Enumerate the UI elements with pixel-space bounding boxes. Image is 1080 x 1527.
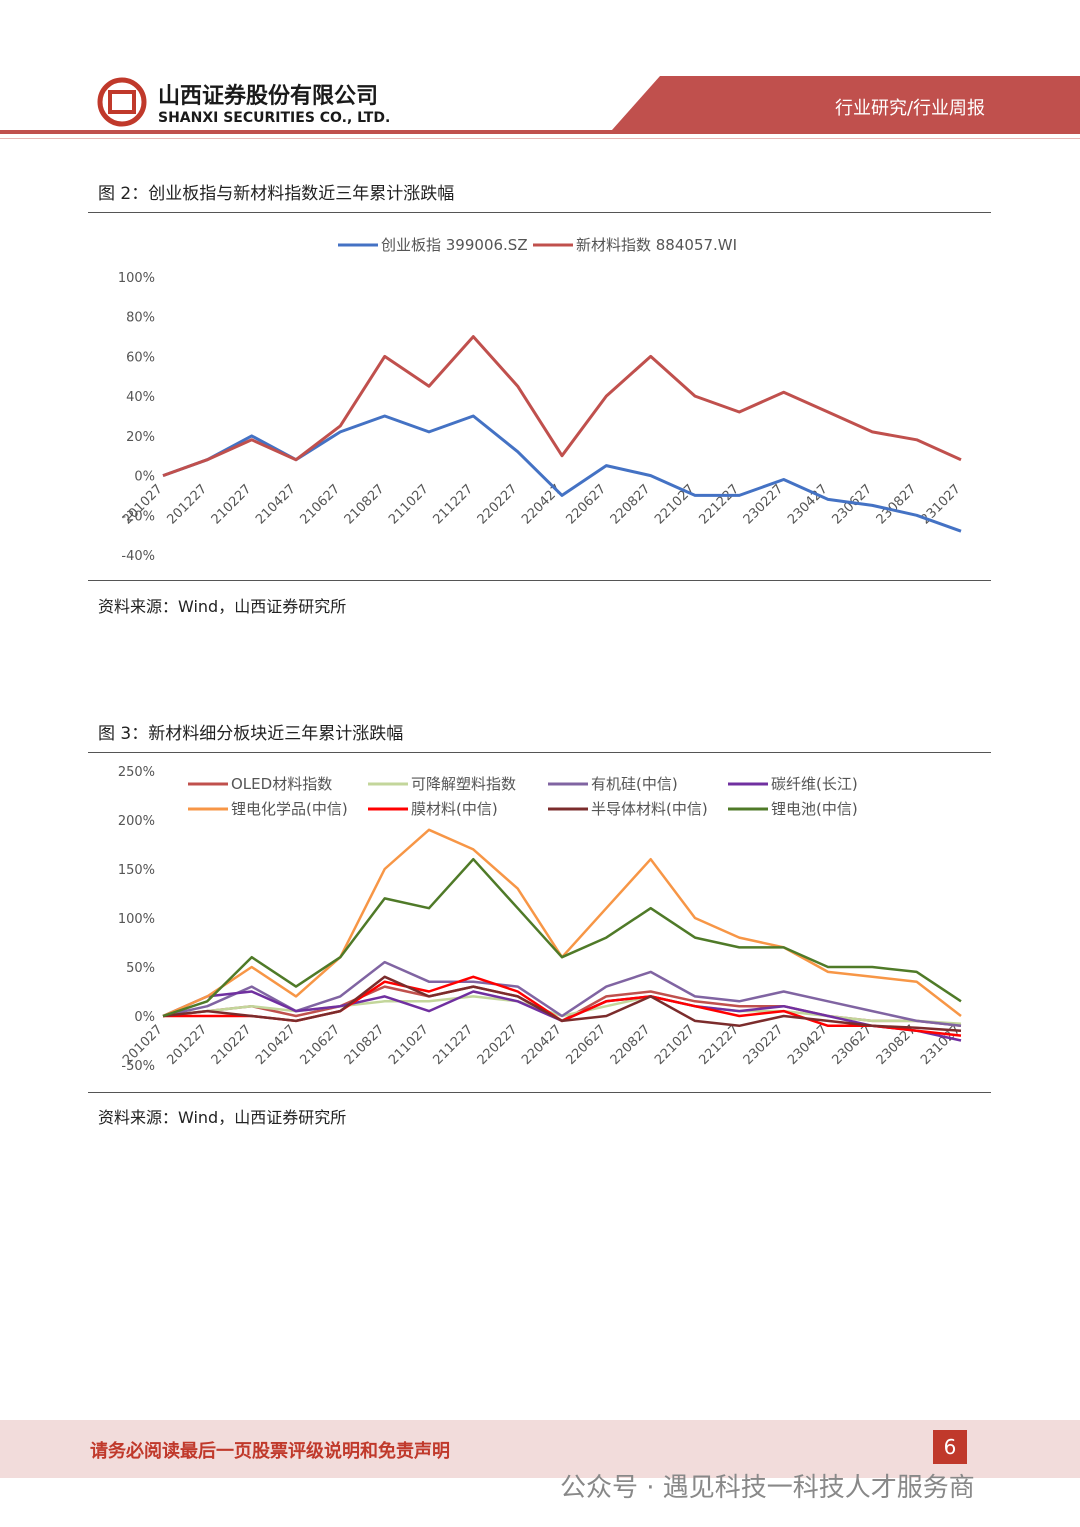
x-tick-label: 230427 (785, 1022, 831, 1068)
x-tick-label: 210827 (342, 1022, 388, 1068)
x-tick-label: 201227 (164, 1022, 210, 1068)
y-tick-label: 40% (126, 390, 155, 405)
y-tick-label: 100% (118, 912, 155, 927)
legend-label: 半导体材料(中信) (591, 800, 708, 818)
x-tick-label: 220627 (563, 1022, 609, 1068)
x-tick-label: 220427 (519, 1022, 565, 1068)
x-tick-label: 230227 (741, 482, 787, 528)
x-tick-label: 230227 (741, 1022, 787, 1068)
legend-label: 有机硅(中信) (591, 775, 678, 793)
figure-title: 图 3：新材料细分板块近三年累计涨跌幅 (98, 724, 404, 744)
x-tick-label: 210627 (297, 482, 343, 528)
x-tick-label: 230627 (829, 1022, 875, 1068)
x-tick-label: 231027 (918, 482, 964, 528)
rule (88, 212, 991, 213)
y-tick-label: 60% (126, 350, 155, 365)
header-band (612, 76, 1080, 130)
y-tick-label: -40% (121, 549, 155, 564)
series-line (162, 828, 962, 1018)
x-tick-label: 211227 (430, 1022, 476, 1068)
x-tick-label: 210427 (253, 1022, 299, 1068)
y-tick-label: 200% (118, 814, 155, 829)
legend-label: 碳纤维(长江) (771, 775, 858, 793)
x-tick-label: 210627 (297, 1022, 343, 1068)
header: 山西证券股份有限公司 SHANXI SECURITIES CO., LTD. 行… (0, 76, 1080, 139)
figure-title: 图 2：创业板指与新材料指数近三年累计涨跌幅 (98, 184, 455, 204)
y-tick-label: 50% (126, 961, 155, 976)
company-cn: 山西证券股份有限公司 (158, 83, 378, 109)
header-line-thin (0, 138, 1080, 139)
chart: 创业板指 399006.SZ 新材料指数 884057.WI -40% -20% 0% 2… (118, 236, 964, 564)
legend-label: 锂电化学品(中信) (231, 800, 348, 818)
y-tick-label: 150% (118, 863, 155, 878)
x-tick-label: 220227 (475, 482, 521, 528)
company-en: SHANXI SECURITIES CO., LTD. (158, 110, 390, 126)
legend-label: 可降解塑料指数 (411, 775, 516, 793)
watermark: 公众号 · 遇见科技一科技人才服务商 (560, 1473, 975, 1503)
rule (88, 580, 991, 581)
page-number: 6 (933, 1430, 967, 1464)
section: 行业研究/行业周报 (835, 98, 985, 119)
x-tick-label: 211027 (386, 482, 432, 528)
logo (97, 77, 147, 127)
y-tick-label: -20% (121, 509, 155, 524)
legend-label: 膜材料(中信) (411, 800, 498, 818)
y-tick-label: 250% (118, 765, 155, 780)
source: 资料来源：Wind，山西证券研究所 (98, 1108, 347, 1127)
chart: OLED材料指数 可降解塑料指数 有机硅(中信) 碳纤维(长江) 锂电化学品(中信) 膜材… (118, 765, 964, 1074)
legend-label: OLED材料指数 (231, 775, 332, 793)
logo-inner (108, 90, 136, 114)
y-tick-label: 80% (126, 311, 155, 326)
y-tick-label: 0% (134, 470, 155, 485)
series-line (162, 857, 962, 1018)
x-tick-label: 220827 (608, 1022, 654, 1068)
x-tick-label: 221227 (696, 482, 742, 528)
x-tick-label: 221227 (696, 1022, 742, 1068)
x-tick-label: 221027 (652, 1022, 698, 1068)
x-tick-label: 210427 (253, 482, 299, 528)
legend-label: 创业板指 399006.SZ (381, 236, 528, 254)
x-tick-label: 230427 (785, 482, 831, 528)
rule (88, 752, 991, 753)
rule (88, 1092, 991, 1093)
x-tick-label: 211027 (386, 1022, 432, 1068)
footer-band (0, 1420, 1080, 1478)
x-tick-label: 211227 (430, 482, 476, 528)
x-tick-label: 210227 (209, 482, 255, 528)
legend-label: 锂电池(中信) (771, 800, 858, 818)
y-tick-label: 100% (118, 271, 155, 286)
x-tick-label: 221027 (652, 482, 698, 528)
x-tick-label: 210827 (342, 482, 388, 528)
y-tick-label: 0% (134, 1010, 155, 1025)
x-tick-label: 220427 (519, 482, 565, 528)
header-line (0, 130, 1080, 134)
legend-label: 新材料指数 884057.WI (576, 236, 737, 254)
series-line (162, 975, 962, 1032)
source: 资料来源：Wind，山西证券研究所 (98, 597, 347, 616)
x-tick-label: 201227 (164, 482, 210, 528)
x-tick-label: 230827 (874, 482, 920, 528)
y-tick-label: 20% (126, 430, 155, 445)
series-line (162, 335, 962, 478)
x-tick-label: 210227 (209, 1022, 255, 1068)
y-tick-label: -50% (121, 1059, 155, 1074)
x-tick-label: 220827 (608, 482, 654, 528)
x-tick-label: 220227 (475, 1022, 521, 1068)
disclaimer: 请务必阅读最后一页股票评级说明和免责声明 (90, 1441, 450, 1462)
